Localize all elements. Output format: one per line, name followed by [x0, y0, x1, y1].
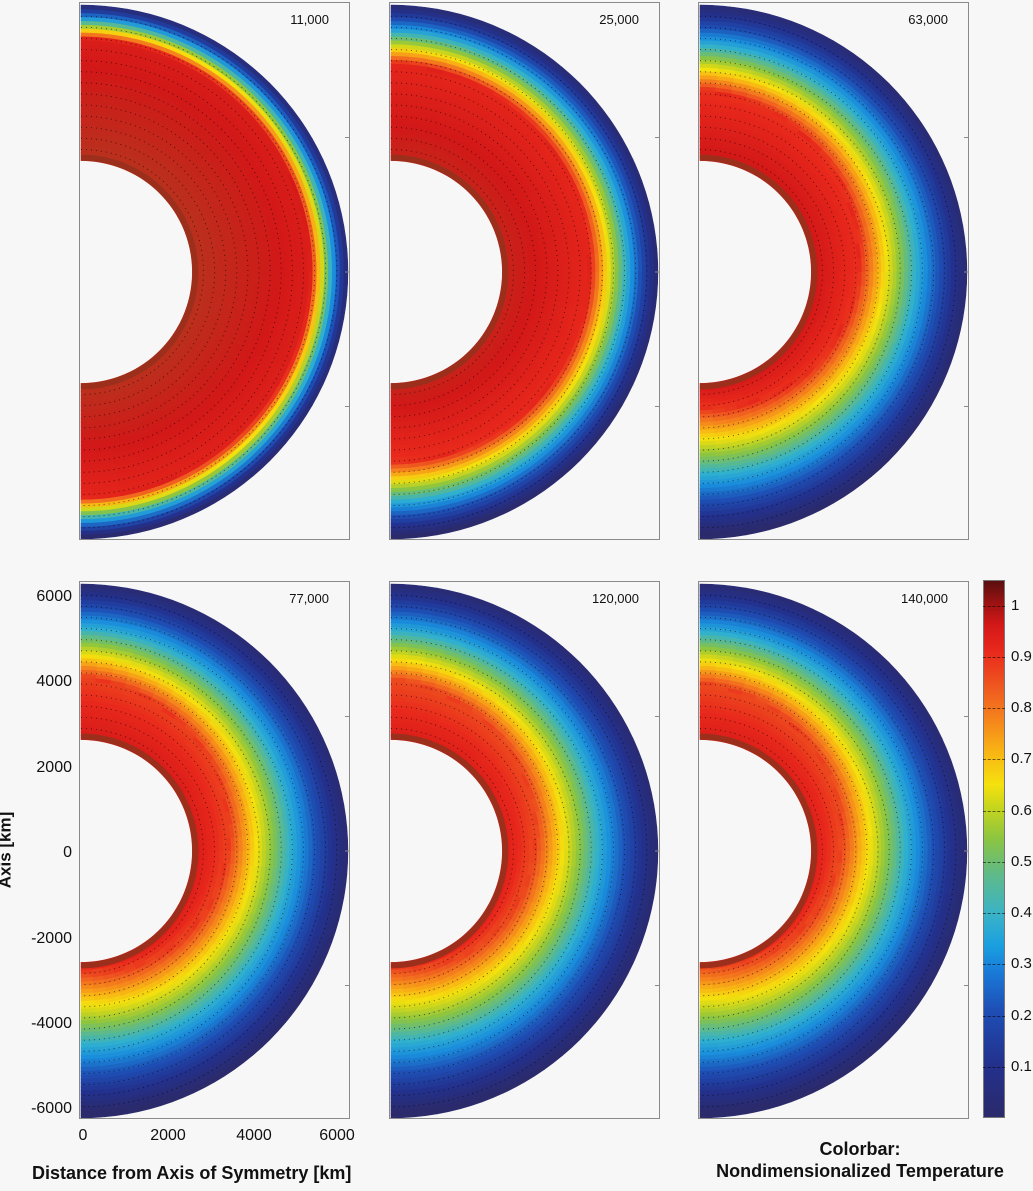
panel-140000: 140,000 — [698, 581, 969, 1119]
colorbar-tick — [983, 861, 1005, 863]
y-tick-label: -2000 — [31, 930, 72, 947]
colorbar-tick-label: 0.4 — [1011, 904, 1032, 922]
colorbar-tick-label: 0.8 — [1011, 699, 1032, 717]
panel-11000: 11,000 — [79, 2, 350, 540]
x-tick-label: 0 — [78, 1127, 88, 1144]
temperature-field — [699, 583, 968, 1118]
colorbar-tick — [983, 656, 1005, 658]
colorbar-tick — [983, 1015, 1005, 1017]
x-axis-label: Distance from Axis of Symmetry [km] — [32, 1163, 352, 1183]
panel-time-label: 63,000 — [908, 12, 948, 27]
temperature-field — [699, 4, 968, 539]
temperature-field — [390, 4, 659, 539]
panel-time-label: 77,000 — [289, 591, 329, 606]
panel-time-label: 11,000 — [290, 12, 329, 27]
colorbar-tick — [983, 913, 1005, 915]
temperature-field — [80, 4, 349, 539]
colorbar-tick-label: 0.1 — [1011, 1057, 1032, 1075]
colorbar-tick-label: 1 — [1011, 596, 1020, 614]
colorbar-tick-label: 0.9 — [1011, 647, 1032, 665]
colorbar-title-line1: Colorbar: — [819, 1139, 901, 1159]
y-axis-label: Axis [km] — [0, 811, 15, 889]
colorbar-tick — [983, 810, 1005, 812]
colorbar-title: Colorbar: Nondimensionalized Temperature — [680, 1138, 1033, 1182]
panel-63000: 63,000 — [698, 2, 969, 540]
panel-25000: 25,000 — [389, 2, 660, 540]
y-tick-label: -6000 — [31, 1100, 72, 1117]
panel-77000: 77,000 — [79, 581, 350, 1119]
y-tick-label: 6000 — [36, 588, 72, 605]
panel-time-label: 25,000 — [599, 12, 639, 27]
y-tick-label: 0 — [63, 844, 72, 861]
panel-time-label: 140,000 — [901, 591, 948, 606]
panel-120000: 120,000 — [389, 581, 660, 1119]
x-tick-label: 2000 — [150, 1127, 186, 1144]
colorbar-tick-label: 0.2 — [1011, 1006, 1032, 1024]
y-tick-label: -4000 — [31, 1015, 72, 1032]
x-tick-label: 6000 — [319, 1127, 355, 1144]
temperature-field — [390, 583, 659, 1118]
y-tick-label: 2000 — [36, 759, 72, 776]
colorbar-tick — [983, 708, 1005, 710]
x-tick-label: 4000 — [236, 1127, 272, 1144]
colorbar-tick-label: 0.5 — [1011, 852, 1032, 870]
colorbar-tick — [983, 759, 1005, 761]
colorbar-tick-label: 0.6 — [1011, 801, 1032, 819]
temperature-field — [80, 583, 349, 1118]
panel-time-label: 120,000 — [592, 591, 639, 606]
colorbar — [983, 580, 1005, 1118]
colorbar-tick — [983, 964, 1005, 966]
colorbar-tick — [983, 605, 1005, 607]
colorbar-tick — [983, 1066, 1005, 1068]
colorbar-tick-label: 0.3 — [1011, 955, 1032, 973]
colorbar-title-line2: Nondimensionalized Temperature — [716, 1161, 1004, 1181]
colorbar-tick-label: 0.7 — [1011, 750, 1032, 768]
y-tick-label: 4000 — [36, 673, 72, 690]
